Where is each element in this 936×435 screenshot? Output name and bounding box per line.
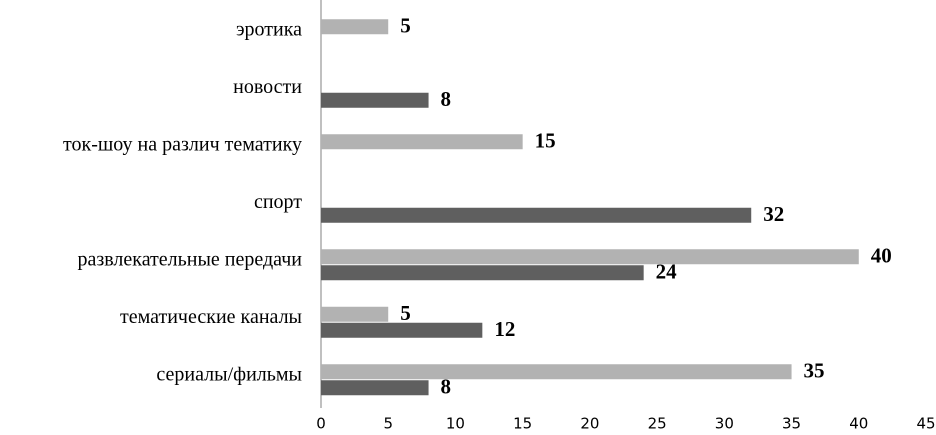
x-tick-label: 35 (782, 415, 801, 433)
bar (321, 306, 389, 322)
value-label: 15 (535, 129, 556, 153)
value-label: 24 (656, 260, 678, 284)
value-label: 5 (400, 14, 411, 38)
value-label: 5 (400, 301, 411, 325)
value-label: 8 (441, 87, 452, 111)
value-label: 12 (494, 317, 515, 341)
value-label: 8 (441, 375, 452, 399)
category-label: эротика (236, 18, 302, 40)
value-label: 40 (871, 244, 892, 268)
category-label: развлекательные передачи (77, 248, 302, 270)
bar (321, 92, 429, 108)
bar (321, 207, 752, 223)
value-label: 35 (804, 359, 825, 383)
x-tick-label: 15 (513, 415, 532, 433)
x-tick-label: 10 (446, 415, 465, 433)
x-tick-label: 30 (715, 415, 734, 433)
bar (321, 249, 859, 265)
x-tick-label: 5 (383, 415, 393, 433)
category-label: тематические каналы (120, 306, 302, 328)
x-tick-label: 25 (648, 415, 667, 433)
value-label: 32 (763, 202, 784, 226)
x-tick-label: 20 (580, 415, 599, 433)
bar (321, 322, 483, 338)
category-label: новости (233, 76, 302, 98)
category-label: сериалы/фильмы (156, 363, 302, 385)
bar (321, 265, 644, 281)
bar (321, 134, 523, 150)
category-label: ток-шоу на различ тематику (63, 133, 302, 155)
x-tick-label: 45 (916, 415, 935, 433)
x-tick-label: 40 (849, 415, 868, 433)
bar (321, 364, 792, 380)
category-label: спорт (254, 191, 302, 213)
bar (321, 19, 389, 35)
bar (321, 380, 429, 396)
x-tick-label: 0 (316, 415, 326, 433)
